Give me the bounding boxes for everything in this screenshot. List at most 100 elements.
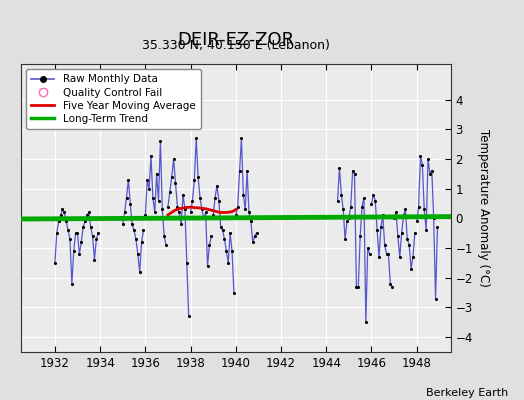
Point [179, 192, 187, 198]
Point [397, 230, 406, 236]
Point [66, 236, 74, 242]
Point [354, 284, 363, 290]
Point [190, 176, 199, 183]
Point [156, 138, 165, 144]
Point [220, 236, 228, 242]
Text: 35.330 N, 40.150 E (Lebanon): 35.330 N, 40.150 E (Lebanon) [142, 40, 330, 52]
Point [394, 233, 402, 240]
Point [367, 200, 376, 207]
Point [341, 236, 350, 242]
Point [234, 203, 242, 210]
Point [386, 280, 395, 287]
Point [392, 209, 400, 216]
Point [348, 168, 357, 174]
Point [126, 200, 135, 207]
Point [207, 233, 215, 240]
Point [155, 197, 163, 204]
Point [64, 227, 72, 234]
Point [219, 227, 227, 234]
Point [200, 215, 208, 222]
Point [130, 227, 138, 234]
Point [84, 209, 93, 216]
Point [371, 197, 379, 204]
Point [81, 218, 89, 224]
Point [337, 192, 345, 198]
Point [253, 230, 261, 236]
Point [141, 212, 149, 219]
Point [248, 239, 257, 245]
Point [143, 176, 151, 183]
Point [124, 176, 133, 183]
Point [169, 156, 178, 162]
Point [416, 153, 424, 159]
Point [232, 212, 240, 219]
Point [71, 230, 80, 236]
Point [136, 269, 144, 275]
Point [73, 230, 82, 236]
Title: DEIR-EZ-ZOR: DEIR-EZ-ZOR [177, 30, 294, 48]
Point [396, 254, 404, 260]
Point [147, 153, 155, 159]
Point [335, 165, 344, 171]
Point [418, 162, 427, 168]
Point [383, 251, 391, 257]
Point [198, 206, 206, 213]
Point [211, 194, 219, 201]
Point [424, 156, 432, 162]
Point [94, 230, 102, 236]
Point [168, 174, 176, 180]
Point [345, 215, 353, 222]
Point [339, 206, 347, 213]
Point [137, 239, 146, 245]
Point [213, 182, 221, 189]
Point [139, 227, 148, 234]
Point [79, 224, 88, 230]
Point [343, 218, 351, 224]
Point [145, 186, 154, 192]
Point [83, 212, 91, 219]
Point [75, 251, 83, 257]
Point [352, 284, 361, 290]
Point [149, 194, 157, 201]
Point [369, 192, 378, 198]
Point [68, 280, 76, 287]
Point [188, 197, 196, 204]
Point [134, 251, 142, 257]
Point [431, 295, 440, 302]
Point [222, 248, 231, 254]
Point [380, 242, 389, 248]
Point [205, 242, 214, 248]
Point [401, 206, 410, 213]
Point [192, 135, 200, 142]
Point [77, 239, 85, 245]
Point [428, 168, 436, 174]
Point [150, 209, 159, 216]
Point [375, 254, 383, 260]
Point [379, 212, 387, 219]
Point [92, 236, 101, 242]
Point [187, 209, 195, 216]
Point [132, 236, 140, 242]
Point [241, 206, 249, 213]
Point [60, 209, 69, 216]
Point [181, 206, 189, 213]
Point [203, 263, 212, 269]
Point [160, 233, 168, 240]
Point [384, 251, 392, 257]
Point [433, 224, 442, 230]
Point [414, 203, 423, 210]
Point [235, 168, 244, 174]
Point [62, 218, 70, 224]
Point [58, 206, 67, 213]
Point [51, 260, 59, 266]
Point [425, 171, 434, 177]
Point [162, 242, 170, 248]
Point [196, 194, 204, 201]
Point [90, 257, 99, 263]
Point [422, 227, 430, 234]
Point [89, 233, 97, 240]
Text: Berkeley Earth: Berkeley Earth [426, 388, 508, 398]
Point [171, 180, 180, 186]
Legend: Raw Monthly Data, Quality Control Fail, Five Year Moving Average, Long-Term Tren: Raw Monthly Data, Quality Control Fail, … [26, 69, 201, 129]
Point [237, 135, 246, 142]
